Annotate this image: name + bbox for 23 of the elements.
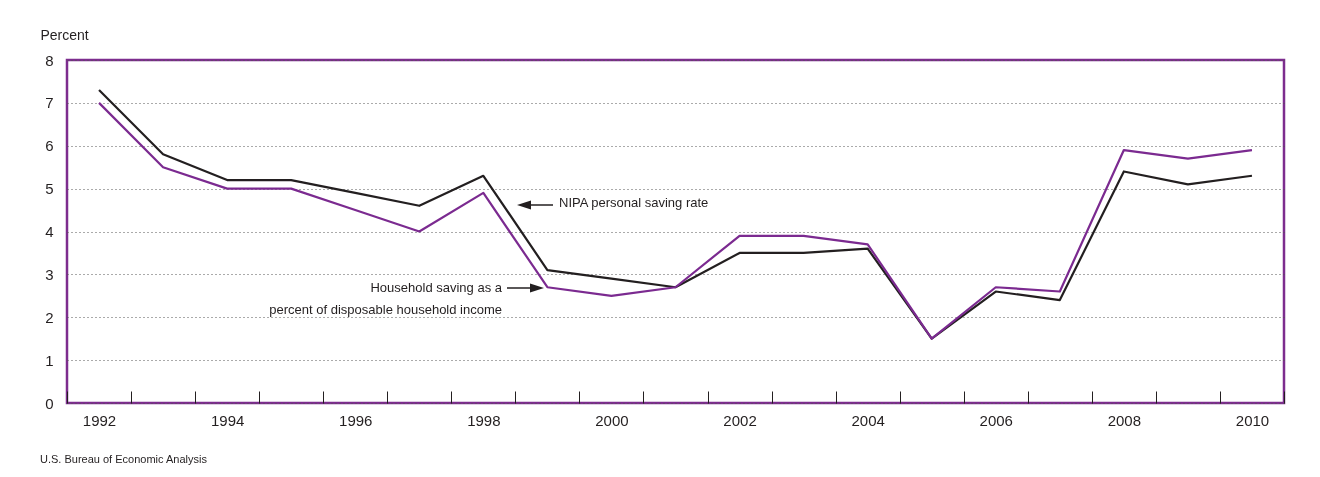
- y-tick-label: 0: [45, 394, 54, 412]
- text: Household saving as a percent of disposable household income: [269, 280, 503, 317]
- x-tick-label: 2000: [595, 411, 629, 429]
- x-tick-label: 2002: [723, 411, 757, 429]
- y-tick-label: 8: [45, 51, 54, 69]
- x-tick-label: 2010: [1235, 411, 1270, 429]
- x-tick-label: 2008: [1107, 411, 1142, 429]
- x-tick-label: 1994: [210, 411, 245, 429]
- y-tick-label: 2: [45, 308, 54, 326]
- x-tick-label: 1998: [467, 411, 501, 429]
- y-tick-label: 7: [45, 94, 54, 112]
- y-tick-label: 6: [45, 137, 54, 155]
- legend-label: NIPA personal saving rate: [559, 195, 709, 210]
- y-tick-label: 5: [45, 180, 54, 198]
- y-tick-label: 3: [45, 265, 54, 283]
- x-tick-label: 2004: [851, 411, 885, 429]
- x-tick-label: 1996: [339, 411, 373, 429]
- y-tick-label: 1: [45, 351, 54, 369]
- y-tick-label: 4: [45, 223, 54, 240]
- x-tick-label: 1992: [82, 411, 117, 429]
- text: U.S. Bureau of Economic Analysis: [40, 453, 207, 465]
- y-axis-title: Percent: [40, 26, 89, 43]
- x-tick-label: 2006: [979, 411, 1013, 429]
